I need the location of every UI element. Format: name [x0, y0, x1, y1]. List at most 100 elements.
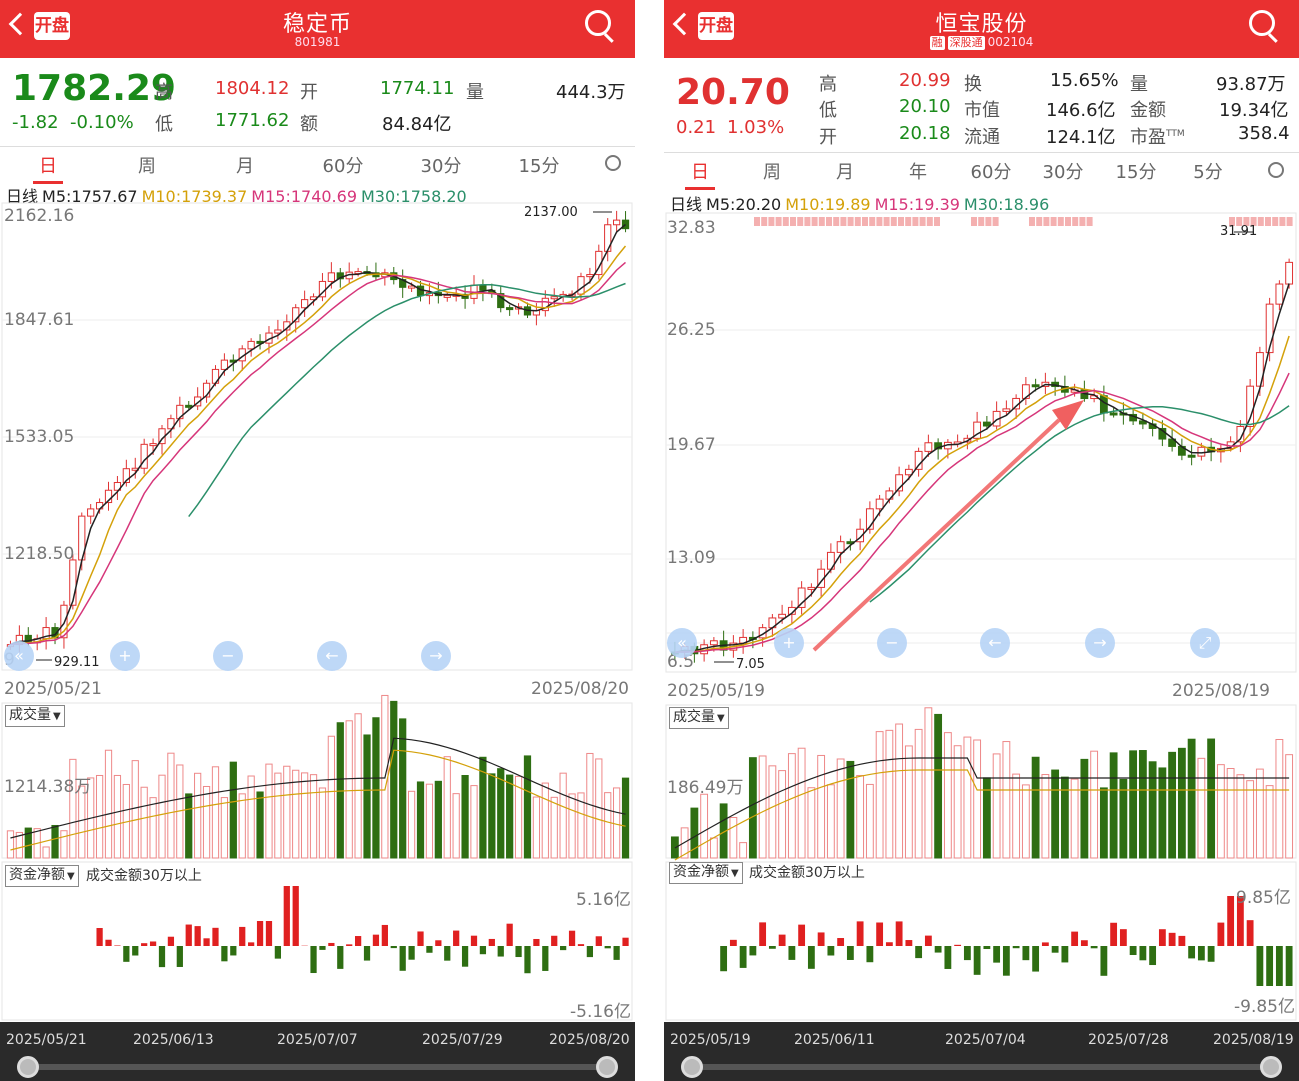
signal-marker: [985, 217, 992, 226]
flow-bar: [749, 946, 757, 956]
tab-3[interactable]: 年: [909, 162, 927, 183]
flow-bar: [817, 932, 825, 946]
flow-bar: [1022, 946, 1030, 961]
range-start-handle[interactable]: [681, 1056, 703, 1078]
zoom-in-icon[interactable]: +: [110, 641, 140, 671]
signal-marker: [840, 217, 847, 226]
candle-body: [327, 272, 335, 282]
search-icon[interactable]: [585, 10, 617, 43]
settings-gear-icon[interactable]: [605, 155, 621, 171]
flow-bar: [1158, 929, 1166, 946]
zoom-in-icon[interactable]: +: [774, 628, 804, 658]
volume-value: 93.87万: [1216, 74, 1286, 95]
signal-marker: [934, 217, 940, 226]
signal-marker: [833, 217, 840, 226]
tab-5[interactable]: 30分: [1042, 162, 1084, 183]
volume-bar: [768, 765, 777, 859]
tab-4[interactable]: 30分: [420, 156, 462, 177]
search-icon[interactable]: [1249, 10, 1281, 43]
tab-3[interactable]: 60分: [322, 156, 364, 177]
volume-bar: [856, 774, 865, 859]
back-button[interactable]: 开盘: [672, 8, 736, 44]
candle-body: [836, 541, 845, 553]
candle-body: [274, 329, 282, 334]
flow-bar: [399, 946, 406, 971]
arrow-left-icon[interactable]: ←: [317, 641, 347, 671]
flow-bar: [524, 946, 531, 974]
candle-body: [621, 219, 630, 230]
scroll-left-icon[interactable]: «: [4, 641, 34, 671]
low-value: 1771.62: [215, 110, 290, 131]
volume-bar: [1129, 750, 1138, 859]
signal-marker: [1072, 217, 1079, 226]
tab-1[interactable]: 周: [138, 156, 156, 177]
volume-bar: [1138, 750, 1147, 859]
volume-ma-line: [10, 737, 626, 839]
volume-label: 量: [1130, 74, 1148, 95]
tab-7[interactable]: 5分: [1193, 162, 1223, 183]
timeline-scrubber[interactable]: 2025/05/19 2025/06/11 2025/07/04 2025/07…: [664, 1022, 1299, 1081]
signal-marker: [768, 217, 775, 226]
settings-gear-icon[interactable]: [1268, 162, 1284, 178]
flow-bar: [479, 946, 487, 955]
flow-bar: [1227, 896, 1235, 946]
scroll-left-icon[interactable]: «: [667, 628, 697, 658]
range-end-handle[interactable]: [1260, 1056, 1282, 1078]
volume-bar: [992, 753, 1001, 859]
tab-0[interactable]: 日: [33, 152, 63, 184]
volume-bar: [104, 749, 113, 859]
tab-2[interactable]: 月: [836, 162, 854, 183]
flow-bar: [141, 943, 148, 946]
fullscreen-icon[interactable]: ⤢: [1190, 628, 1220, 658]
flow-indicator-dropdown[interactable]: 资金净额: [5, 865, 79, 887]
tab-0[interactable]: 日: [685, 158, 715, 190]
arrow-right-icon[interactable]: →: [421, 641, 451, 671]
zoom-out-icon[interactable]: −: [877, 628, 907, 658]
tab-4[interactable]: 60分: [970, 162, 1012, 183]
flow-bar: [1149, 946, 1157, 966]
arrow-right-icon[interactable]: →: [1085, 628, 1115, 658]
flow-bar: [176, 946, 183, 967]
volume-bar: [1207, 738, 1216, 859]
flow-bar: [435, 940, 442, 946]
candle-body: [87, 508, 95, 517]
signal-marker: [1065, 217, 1071, 226]
ma-line: [10, 261, 626, 646]
volume-indicator-dropdown[interactable]: 成交量: [669, 707, 729, 729]
range-end-handle[interactable]: [596, 1056, 618, 1078]
open-market-icon: 开盘: [698, 12, 734, 40]
range-start-handle[interactable]: [17, 1056, 39, 1078]
candle-body: [613, 219, 621, 226]
timeline-scrubber[interactable]: 2025/05/21 2025/06/13 2025/07/07 2025/07…: [0, 1022, 635, 1081]
tab-5[interactable]: 15分: [518, 156, 560, 177]
flow-indicator-dropdown[interactable]: 资金净额: [669, 862, 743, 884]
flow-bar: [1119, 929, 1127, 946]
flow-bar: [1139, 946, 1147, 961]
back-button[interactable]: 开盘: [8, 8, 72, 44]
candle-body: [1285, 261, 1294, 285]
ma-legend: 日线 M5:1757.67 M10:1739.37 M15:1740.69 M30:17…: [6, 187, 467, 206]
arrow-left-icon[interactable]: ←: [980, 628, 1010, 658]
candle-body: [973, 421, 982, 439]
volume-bar: [1119, 778, 1128, 859]
tab-6[interactable]: 15分: [1115, 162, 1157, 183]
candle-body: [856, 528, 865, 543]
pe-label: 市盈TTM: [1130, 127, 1185, 148]
flow-bar: [895, 921, 903, 946]
volume-indicator-dropdown[interactable]: 成交量: [5, 705, 65, 727]
volume-bar: [963, 736, 972, 859]
candle-body: [1265, 303, 1274, 354]
flow-bar: [1256, 946, 1264, 986]
candle-body: [778, 613, 787, 619]
volume-bar: [550, 796, 558, 859]
tab-2[interactable]: 月: [236, 156, 254, 177]
zoom-out-icon[interactable]: −: [213, 641, 243, 671]
signal-marker: [1043, 217, 1050, 226]
flow-bar: [372, 934, 380, 946]
stock-code: 002104: [987, 35, 1034, 49]
volume-bar: [274, 772, 282, 859]
flow-bar: [96, 928, 103, 946]
tab-1[interactable]: 周: [763, 162, 781, 183]
volume-bar: [470, 785, 478, 859]
volume-bar: [488, 773, 496, 859]
